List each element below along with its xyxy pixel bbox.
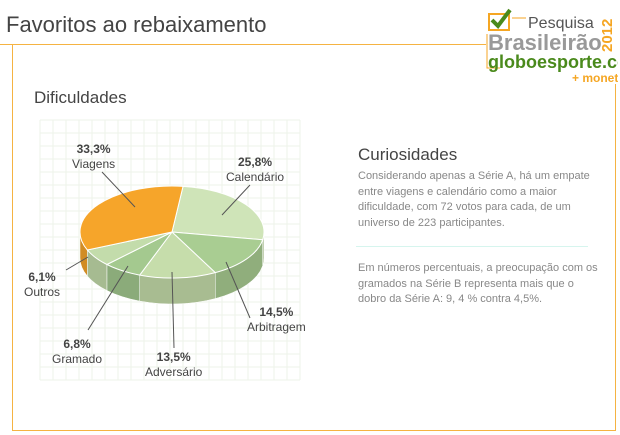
svg-text:globoesporte.com: globoesporte.com <box>488 52 618 72</box>
leader-line <box>171 271 175 349</box>
svg-text:Brasileirão: Brasileirão <box>488 30 602 55</box>
svg-text:2012: 2012 <box>599 19 616 52</box>
curiosidades-title: Curiosidades <box>358 145 458 164</box>
pesquisa-logo: Pesquisa Brasileirão 2012 globoesporte.c… <box>486 6 618 84</box>
divider <box>356 246 588 247</box>
svg-text:+ monet: + monet <box>572 71 618 84</box>
pie-slice-adversário <box>138 231 217 279</box>
chart-title: Dificuldades <box>34 88 127 107</box>
label-arbitragem: 14,5% Arbitragem <box>247 305 306 334</box>
curiosidade-2: Em números percentuais, a preocupação co… <box>358 262 598 305</box>
leader-line <box>87 265 129 331</box>
leader-line <box>101 171 136 208</box>
label-viagens: 33,3% Viagens <box>72 142 116 171</box>
leader-line <box>65 256 89 271</box>
content-frame <box>12 44 616 431</box>
pie-slice-viagens <box>79 185 184 251</box>
pie-slice-calendário <box>171 185 265 241</box>
frame-top-line <box>0 44 612 45</box>
leader-line <box>225 261 251 319</box>
svg-text:Pesquisa: Pesquisa <box>528 15 594 32</box>
label-outros: 6,1% Outros <box>24 270 61 299</box>
label-calendario: 25,8% Calendário <box>226 155 285 184</box>
pie-slice-arbitragem <box>170 231 264 274</box>
label-gramado: 6,8% Gramado <box>52 337 103 366</box>
curiosidade-1: Considerando apenas a Série A, há um emp… <box>358 170 590 229</box>
leader-line <box>221 184 251 216</box>
page-title: Favoritos ao rebaixamento <box>6 12 267 37</box>
label-adversario: 13,5% Adversário <box>145 350 203 379</box>
